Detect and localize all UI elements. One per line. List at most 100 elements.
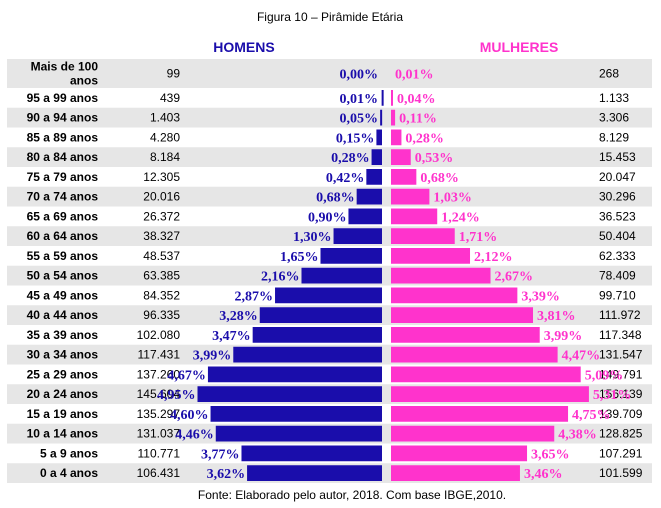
female-pct-label: 2,67% (495, 270, 534, 285)
male-pct-label: 2,16% (261, 270, 300, 285)
female-bar (391, 267, 491, 284)
male-bar (380, 109, 383, 126)
male-bar (366, 169, 382, 185)
female-pct-label: 1,71% (459, 230, 498, 245)
age-label: 45 a 49 anos (27, 288, 99, 302)
female-bar (391, 465, 520, 481)
female-pct-label: 0,04% (397, 92, 436, 107)
age-label: 15 a 19 anos (27, 407, 99, 421)
female-count: 99.710 (599, 288, 636, 302)
male-pct-label: 2,87% (235, 289, 274, 304)
male-count: 84.352 (143, 288, 180, 302)
age-label: 50 a 54 anos (27, 269, 99, 283)
female-bar (391, 248, 471, 264)
female-pct-label: 0,11% (399, 112, 437, 127)
age-label: 5 a 9 anos (40, 446, 98, 460)
male-count: 20.016 (143, 190, 180, 204)
male-pct-label: 4,95% (157, 388, 196, 403)
male-bar (207, 366, 382, 383)
male-count: 1.403 (150, 111, 180, 125)
male-count: 96.335 (143, 308, 180, 322)
row-band (7, 107, 652, 128)
female-pct-label: 0,68% (420, 171, 459, 186)
male-pct-label: 0,68% (316, 191, 355, 206)
female-pct-label: 1,03% (433, 191, 472, 206)
male-bar (233, 346, 382, 363)
male-pct-label: 0,05% (340, 112, 379, 127)
female-count: 131.547 (599, 348, 643, 362)
age-label: 90 a 94 anos (27, 111, 99, 125)
male-count: 63.385 (143, 269, 180, 283)
age-label: 80 a 84 anos (27, 150, 99, 164)
male-pct-label: 3,77% (201, 447, 240, 462)
age-label: 20 a 24 anos (27, 387, 99, 401)
female-pct-label: 0,01% (395, 68, 434, 83)
female-bar (391, 445, 528, 462)
female-bar (391, 307, 534, 323)
male-pct-label: 0,42% (326, 171, 365, 186)
male-bar (275, 287, 382, 304)
male-count: 135.297 (137, 407, 181, 421)
female-pct-label: 2,12% (474, 250, 513, 265)
chart-source: Fonte: Elaborado pelo autor, 2018. Com b… (198, 488, 506, 502)
male-bar (301, 267, 382, 284)
female-count: 107.291 (599, 446, 643, 460)
female-bar (391, 208, 438, 225)
male-bar (333, 228, 382, 244)
male-count: 38.327 (143, 229, 180, 243)
female-count: 78.409 (599, 269, 636, 283)
male-bar (356, 188, 382, 205)
female-count: 1.133 (599, 91, 629, 105)
male-count: 4.280 (150, 130, 180, 144)
male-count: 12.305 (143, 170, 180, 184)
age-label: 25 a 29 anos (27, 367, 99, 381)
row-band (7, 147, 652, 167)
age-label: 60 a 64 anos (27, 229, 99, 243)
age-label: anos (70, 74, 98, 88)
female-count: 3.306 (599, 111, 629, 125)
male-pct-label: 0,00% (340, 68, 379, 83)
male-pct-label: 0,28% (331, 151, 370, 166)
male-count: 137.260 (137, 367, 181, 381)
male-bar (197, 386, 382, 402)
female-bar (391, 129, 402, 146)
male-bar (381, 90, 384, 106)
male-bar (210, 406, 382, 422)
male-count: 8.184 (150, 150, 180, 164)
female-count: 62.333 (599, 249, 636, 263)
female-pct-label: 4,38% (558, 428, 597, 443)
male-count: 110.771 (138, 446, 181, 460)
male-pct-label: 0,15% (336, 131, 375, 146)
male-bar (376, 129, 382, 146)
age-label: 65 a 69 anos (27, 209, 99, 223)
age-label: 0 a 4 anos (40, 466, 98, 480)
female-pct-label: 3,99% (544, 329, 583, 344)
female-bar (391, 346, 558, 363)
age-label: 85 a 89 anos (27, 130, 99, 144)
female-count: 8.129 (599, 130, 629, 144)
female-pct-label: 5,31% (593, 388, 632, 403)
male-pct-label: 4,60% (170, 408, 209, 423)
series-label-homens: HOMENS (213, 39, 274, 55)
female-count: 20.047 (599, 170, 636, 184)
female-bar (391, 149, 411, 165)
female-count: 101.599 (599, 466, 643, 480)
series-label-mulheres: MULHERES (480, 39, 559, 55)
male-count: 439 (160, 91, 180, 105)
female-bar (391, 188, 430, 205)
female-pct-label: 1,24% (441, 210, 480, 225)
female-bar (391, 109, 396, 126)
male-pct-label: 4,46% (175, 428, 214, 443)
age-label: 10 a 14 anos (27, 427, 99, 441)
male-count: 117.431 (138, 348, 181, 362)
male-bar (252, 327, 382, 343)
male-bar (348, 208, 382, 225)
male-count: 145.604 (137, 387, 181, 401)
male-pct-label: 1,65% (280, 250, 319, 265)
female-bar (391, 169, 417, 185)
male-count: 26.372 (143, 209, 180, 223)
row-band (7, 226, 652, 246)
female-count: 268 (599, 67, 619, 81)
